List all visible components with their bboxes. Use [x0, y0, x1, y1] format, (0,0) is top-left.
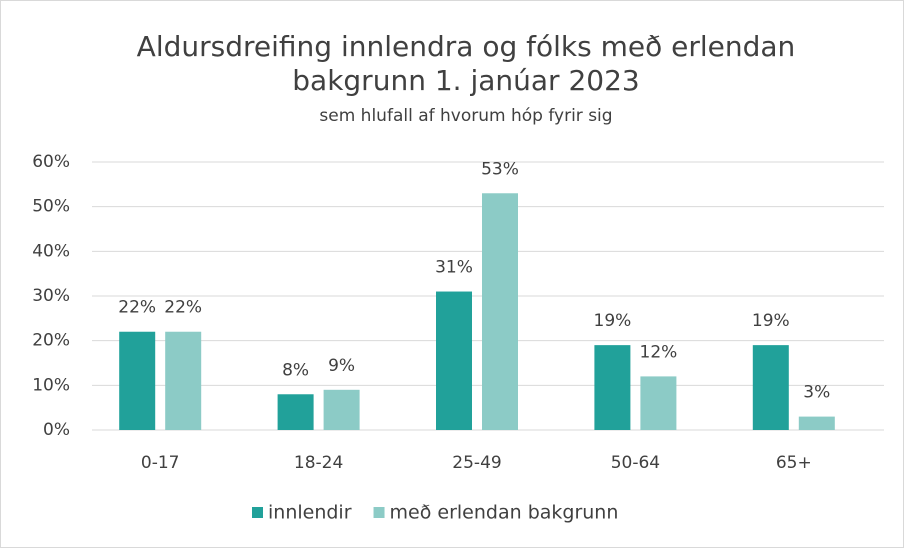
value-label: 19%	[594, 311, 632, 331]
x-tick-label: 25-49	[452, 453, 501, 473]
y-tick-label: 30%	[32, 286, 70, 306]
value-label: 31%	[435, 258, 473, 278]
legend-swatch	[252, 507, 263, 518]
x-tick-label: 65+	[776, 453, 812, 473]
chart-title: bakgrunn 1. janúar 2023	[292, 64, 639, 97]
y-tick-label: 20%	[32, 331, 70, 351]
bar	[482, 193, 518, 430]
x-tick-label: 18-24	[294, 453, 343, 473]
bar	[323, 389, 360, 430]
y-tick-label: 60%	[32, 152, 70, 172]
chart-title: Aldursdreifing innlendra og fólks með er…	[137, 30, 796, 63]
value-label: 53%	[481, 159, 519, 179]
value-label: 22%	[118, 298, 156, 318]
legend-swatch	[373, 507, 385, 518]
y-tick-label: 40%	[32, 241, 70, 261]
value-label: 9%	[328, 356, 355, 376]
value-label: 12%	[640, 342, 678, 362]
bar	[798, 416, 835, 430]
bar	[436, 291, 472, 430]
x-tick-label: 0-17	[141, 453, 180, 473]
y-tick-label: 0%	[43, 420, 70, 440]
bar	[277, 394, 314, 430]
bar	[119, 331, 156, 430]
y-tick-label: 10%	[32, 375, 70, 395]
bar	[165, 331, 202, 430]
value-label: 3%	[803, 383, 830, 403]
value-label: 19%	[752, 311, 790, 331]
legend-label: innlendir	[268, 502, 352, 524]
x-tick-label: 50-64	[611, 453, 660, 473]
y-tick-label: 50%	[32, 197, 70, 217]
bar	[594, 345, 631, 430]
value-label: 22%	[164, 298, 202, 318]
value-label: 8%	[282, 360, 309, 380]
bar	[640, 376, 677, 430]
chart-subtitle: sem hlufall af hvorum hóp fyrir sig	[319, 106, 612, 126]
legend-label: með erlendan bakgrunn	[390, 502, 619, 524]
bar	[752, 345, 789, 430]
